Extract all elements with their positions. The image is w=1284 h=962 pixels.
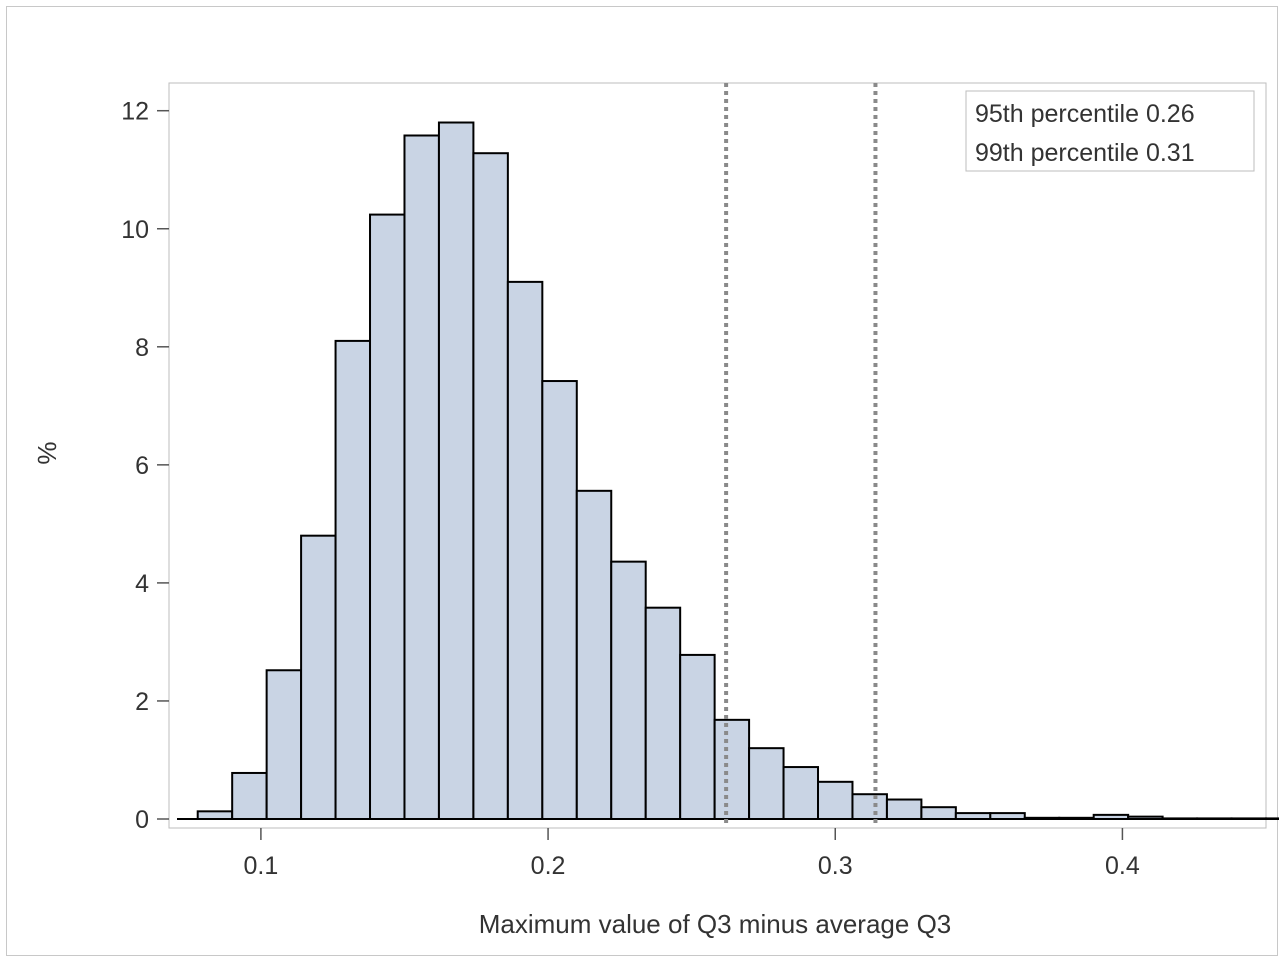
histogram-bar <box>231 771 268 821</box>
x-tick-label: 0.3 <box>818 852 853 880</box>
histogram-bar <box>196 810 234 821</box>
legend-box <box>965 90 1255 172</box>
histogram-bar <box>610 560 647 821</box>
histogram-bar <box>679 653 716 820</box>
histogram-bar <box>817 780 854 821</box>
y-tick-label: 12 <box>121 98 149 126</box>
histogram-bar <box>403 134 440 820</box>
histogram-bar <box>265 669 303 821</box>
histogram-bar <box>506 280 544 820</box>
histogram-bar <box>369 213 406 820</box>
y-tick-label: 0 <box>135 806 149 834</box>
histogram-bar <box>644 606 682 820</box>
x-tick-label: 0.1 <box>244 852 279 880</box>
legend: 95th percentile 0.26 99th percentile 0.3… <box>965 90 1255 172</box>
histogram-bar <box>920 806 957 821</box>
y-tick-label: 10 <box>121 216 149 244</box>
histogram-bar <box>1265 817 1279 820</box>
y-tick-label: 2 <box>135 688 149 716</box>
histogram-bar <box>748 747 785 820</box>
legend-entry-95th: 95th percentile 0.26 <box>975 100 1195 128</box>
histogram-bar <box>334 339 372 820</box>
chart-frame: 0 2 4 6 8 10 12 0.1 0.2 0.3 0.4 % Maximum value o… <box>6 6 1279 956</box>
histogram-bar <box>851 793 888 821</box>
histogram-bar <box>437 121 475 820</box>
histogram-bar <box>885 798 923 821</box>
bars-group <box>196 121 1279 821</box>
y-axis-title: % <box>32 441 62 464</box>
y-tick-label: 8 <box>135 334 149 362</box>
reference-lines-group <box>724 83 878 827</box>
histogram-bar <box>472 152 509 820</box>
x-tick-label: 0.4 <box>1105 852 1140 880</box>
legend-entry-99th: 99th percentile 0.31 <box>975 139 1195 167</box>
histogram-bar <box>300 534 337 820</box>
histogram-bar <box>575 489 613 820</box>
histogram-chart: 0 2 4 6 8 10 12 0.1 0.2 0.3 0.4 % Maximum value o… <box>32 82 1279 939</box>
histogram-bar <box>782 766 820 820</box>
x-tick-label: 0.2 <box>531 852 566 880</box>
y-tick-label: 6 <box>135 452 149 480</box>
y-tick-label: 4 <box>135 570 149 598</box>
histogram-bar <box>541 380 578 820</box>
x-axis-title: Maximum value of Q3 minus average Q3 <box>479 909 952 939</box>
histogram-bar <box>713 718 751 821</box>
x-axis: 0.1 0.2 0.3 0.4 <box>244 828 1140 880</box>
y-axis: 0 2 4 6 8 10 12 <box>121 98 169 834</box>
